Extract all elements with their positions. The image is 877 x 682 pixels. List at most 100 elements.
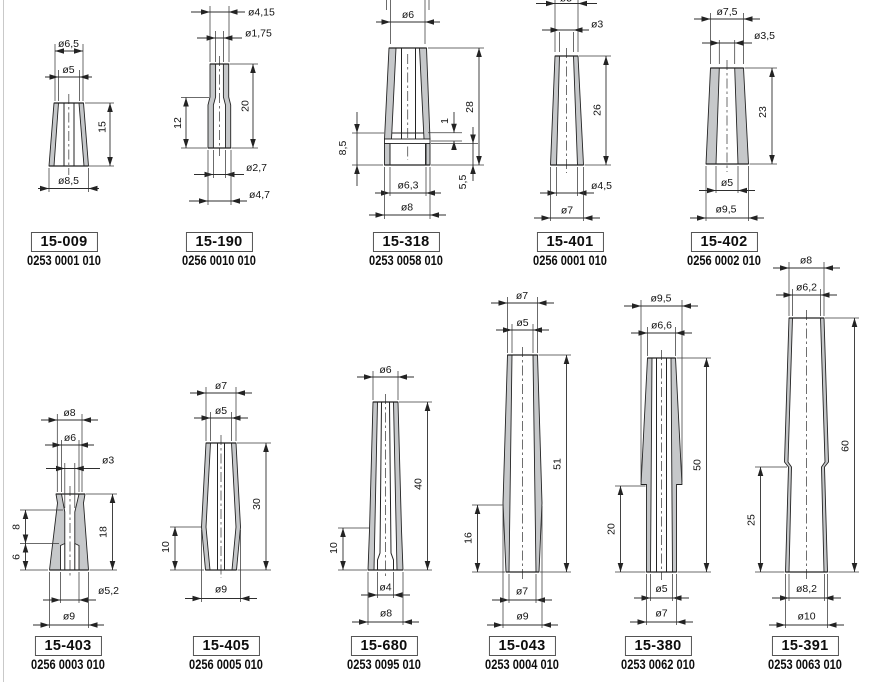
drawing-15-009: ø6,5 ø5 15 ø8,5 <box>38 38 114 192</box>
dim-label: 23 <box>757 106 769 118</box>
dim-label: ø6,6 <box>651 320 672 332</box>
drawing-15-403: ø8 ø6 ø3 8 6 18 ø5,2 ø9 <box>11 407 119 628</box>
part-number-box: 15-391 <box>771 636 839 656</box>
part-number-box: 15-009 <box>30 232 98 252</box>
part-label-15-190: 15-190 0256 0010 010 <box>174 232 264 268</box>
dim-label: ø5,2 <box>98 585 119 597</box>
dim-label: ø5 <box>215 405 227 417</box>
dim-label: ø7 <box>516 586 528 598</box>
part-number-box: 15-680 <box>350 636 418 656</box>
part-number-box: 15-402 <box>690 232 758 252</box>
dim-label: 10 <box>160 541 172 553</box>
dim-label: ø8 <box>401 202 413 214</box>
part-number-box: 15-190 <box>185 232 253 252</box>
dim-label: ø6,2 <box>796 282 817 294</box>
dim-label: ø8,5 <box>58 175 79 187</box>
part-order-code: 0253 0063 010 <box>768 657 842 672</box>
drawing-15-405: ø7 ø5 30 10 ø9 <box>160 380 271 602</box>
page-edge-line <box>3 0 4 682</box>
part-label-15-391: 15-391 0253 0063 010 <box>760 636 850 672</box>
part-number-box: 15-043 <box>488 636 556 656</box>
dim-label: 18 <box>98 526 110 538</box>
dim-label: ø8,2 <box>796 583 817 595</box>
dim-label: ø4,7 <box>249 189 270 201</box>
part-label-15-401: 15-401 0256 0001 010 <box>525 232 615 268</box>
dim-label: ø10 <box>797 611 815 623</box>
dim-label: ø5 <box>655 583 667 595</box>
dim-label: 1 <box>439 118 451 124</box>
dim-label: ø7 <box>561 205 573 217</box>
drawing-15-401: ø5 ø3 26 ø4,5 ø7 <box>534 0 612 221</box>
dim-label: ø3 <box>591 19 603 31</box>
part-order-code: 0253 0004 010 <box>485 657 559 672</box>
part-number-box: 15-405 <box>192 636 260 656</box>
dim-label: 26 <box>592 104 604 116</box>
dim-label: 40 <box>413 478 425 490</box>
part-order-code: 0256 0010 010 <box>182 253 256 268</box>
dim-label: 5,5 <box>457 175 469 190</box>
dim-label: ø6 <box>402 9 414 21</box>
part-number-box: 15-318 <box>372 232 440 252</box>
dim-label: ø5 <box>62 64 74 76</box>
dim-label: 50 <box>692 459 704 471</box>
dim-label: 20 <box>606 523 618 535</box>
dim-label: ø3 <box>102 455 114 467</box>
dim-label: ø7,5 <box>716 6 737 18</box>
dim-label: ø4,15 <box>248 7 275 19</box>
dim-label: 60 <box>840 440 852 452</box>
dim-label-clipped: ø5 <box>560 0 572 5</box>
part-label-15-009: 15-009 0253 0001 010 <box>19 232 109 268</box>
dim-label: ø6,5 <box>58 38 79 50</box>
drawing-15-190: ø4,15 ø1,75 20 12 ø2,7 ø4,7 <box>172 6 275 205</box>
dim-label: ø5 <box>721 177 733 189</box>
dim-label: ø8 <box>380 608 392 620</box>
drawing-15-318: ø6 28 1 8,5 ø6,3 5,5 ø8 <box>337 0 484 219</box>
dim-label: ø2,7 <box>246 162 267 174</box>
part-number-box: 15-403 <box>34 636 102 656</box>
dim-label: 8,5 <box>337 141 349 156</box>
drawing-15-380: ø9,5 ø6,6 50 20 ø5 ø7 <box>606 293 711 625</box>
part-label-15-680: 15-680 0253 0095 010 <box>339 636 429 672</box>
dim-label: 15 <box>97 121 109 133</box>
part-order-code: 0256 0002 010 <box>687 253 761 268</box>
dim-label: ø9,5 <box>650 293 671 305</box>
part-order-code: 0256 0005 010 <box>189 657 263 672</box>
dim-label: 8 <box>11 524 23 530</box>
dim-label: ø9,5 <box>715 204 736 216</box>
part-order-code: 0256 0001 010 <box>533 253 607 268</box>
part-order-code: 0256 0003 010 <box>31 657 105 672</box>
dim-label: ø3,5 <box>754 30 775 42</box>
dim-label: ø5 <box>516 317 528 329</box>
part-label-15-402: 15-402 0256 0002 010 <box>679 232 769 268</box>
dim-label: ø9 <box>63 611 75 623</box>
part-number-box: 15-401 <box>536 232 604 252</box>
part-label-15-043: 15-043 0253 0004 010 <box>477 636 567 672</box>
dim-label: ø4 <box>379 582 391 594</box>
dim-label: ø4,5 <box>591 180 612 192</box>
dim-label: 51 <box>552 458 564 470</box>
part-label-15-403: 15-403 0256 0003 010 <box>23 636 113 672</box>
dim-label: 30 <box>251 498 263 510</box>
dim-label: ø6 <box>379 364 391 376</box>
part-order-code: 0253 0001 010 <box>27 253 101 268</box>
dim-label: 6 <box>11 554 23 560</box>
part-label-15-405: 15-405 0256 0005 010 <box>181 636 271 672</box>
dim-label: ø7 <box>655 608 667 620</box>
dim-label: ø6 <box>64 432 76 444</box>
dim-label: ø9 <box>516 611 528 623</box>
dim-label: ø7 <box>516 290 528 302</box>
dim-label: ø6,3 <box>397 180 418 192</box>
drawing-15-402: ø7,5 ø3,5 23 ø5 ø9,5 <box>690 6 777 221</box>
dim-label: ø8 <box>63 407 75 419</box>
drawing-15-391: ø8 ø6,2 60 25 ø8,2 ø10 <box>746 255 859 628</box>
dim-label: 20 <box>240 100 252 112</box>
dim-label: 10 <box>328 542 340 554</box>
dim-label: 12 <box>172 117 184 129</box>
dim-label: 25 <box>746 514 758 526</box>
dim-label: 28 <box>464 101 476 113</box>
dim-label: 16 <box>463 532 475 544</box>
drawing-15-680: ø6 40 10 ø4 ø8 <box>328 364 432 625</box>
dim-label: ø8 <box>800 255 812 267</box>
